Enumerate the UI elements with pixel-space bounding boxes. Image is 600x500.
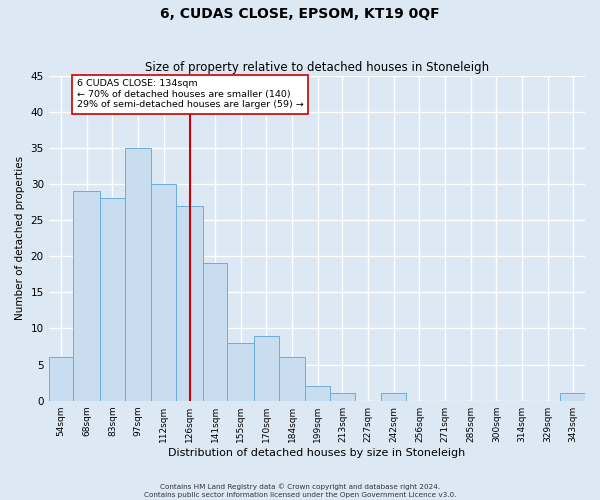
Bar	[176, 206, 203, 400]
Bar	[125, 148, 151, 401]
Bar	[305, 386, 330, 400]
Bar	[49, 358, 73, 401]
Bar	[227, 343, 254, 400]
Bar	[254, 336, 279, 400]
Bar	[100, 198, 125, 400]
Bar	[330, 394, 355, 400]
Bar	[151, 184, 176, 400]
Y-axis label: Number of detached properties: Number of detached properties	[15, 156, 25, 320]
Text: 6, CUDAS CLOSE, EPSOM, KT19 0QF: 6, CUDAS CLOSE, EPSOM, KT19 0QF	[160, 8, 440, 22]
Bar	[73, 191, 100, 400]
Bar	[203, 264, 227, 400]
Bar	[382, 394, 406, 400]
Text: Contains HM Land Registry data © Crown copyright and database right 2024.
Contai: Contains HM Land Registry data © Crown c…	[144, 484, 456, 498]
Bar	[279, 358, 305, 401]
Bar	[560, 394, 585, 400]
X-axis label: Distribution of detached houses by size in Stoneleigh: Distribution of detached houses by size …	[168, 448, 466, 458]
Text: 6 CUDAS CLOSE: 134sqm
← 70% of detached houses are smaller (140)
29% of semi-det: 6 CUDAS CLOSE: 134sqm ← 70% of detached …	[77, 80, 304, 109]
Title: Size of property relative to detached houses in Stoneleigh: Size of property relative to detached ho…	[145, 62, 489, 74]
